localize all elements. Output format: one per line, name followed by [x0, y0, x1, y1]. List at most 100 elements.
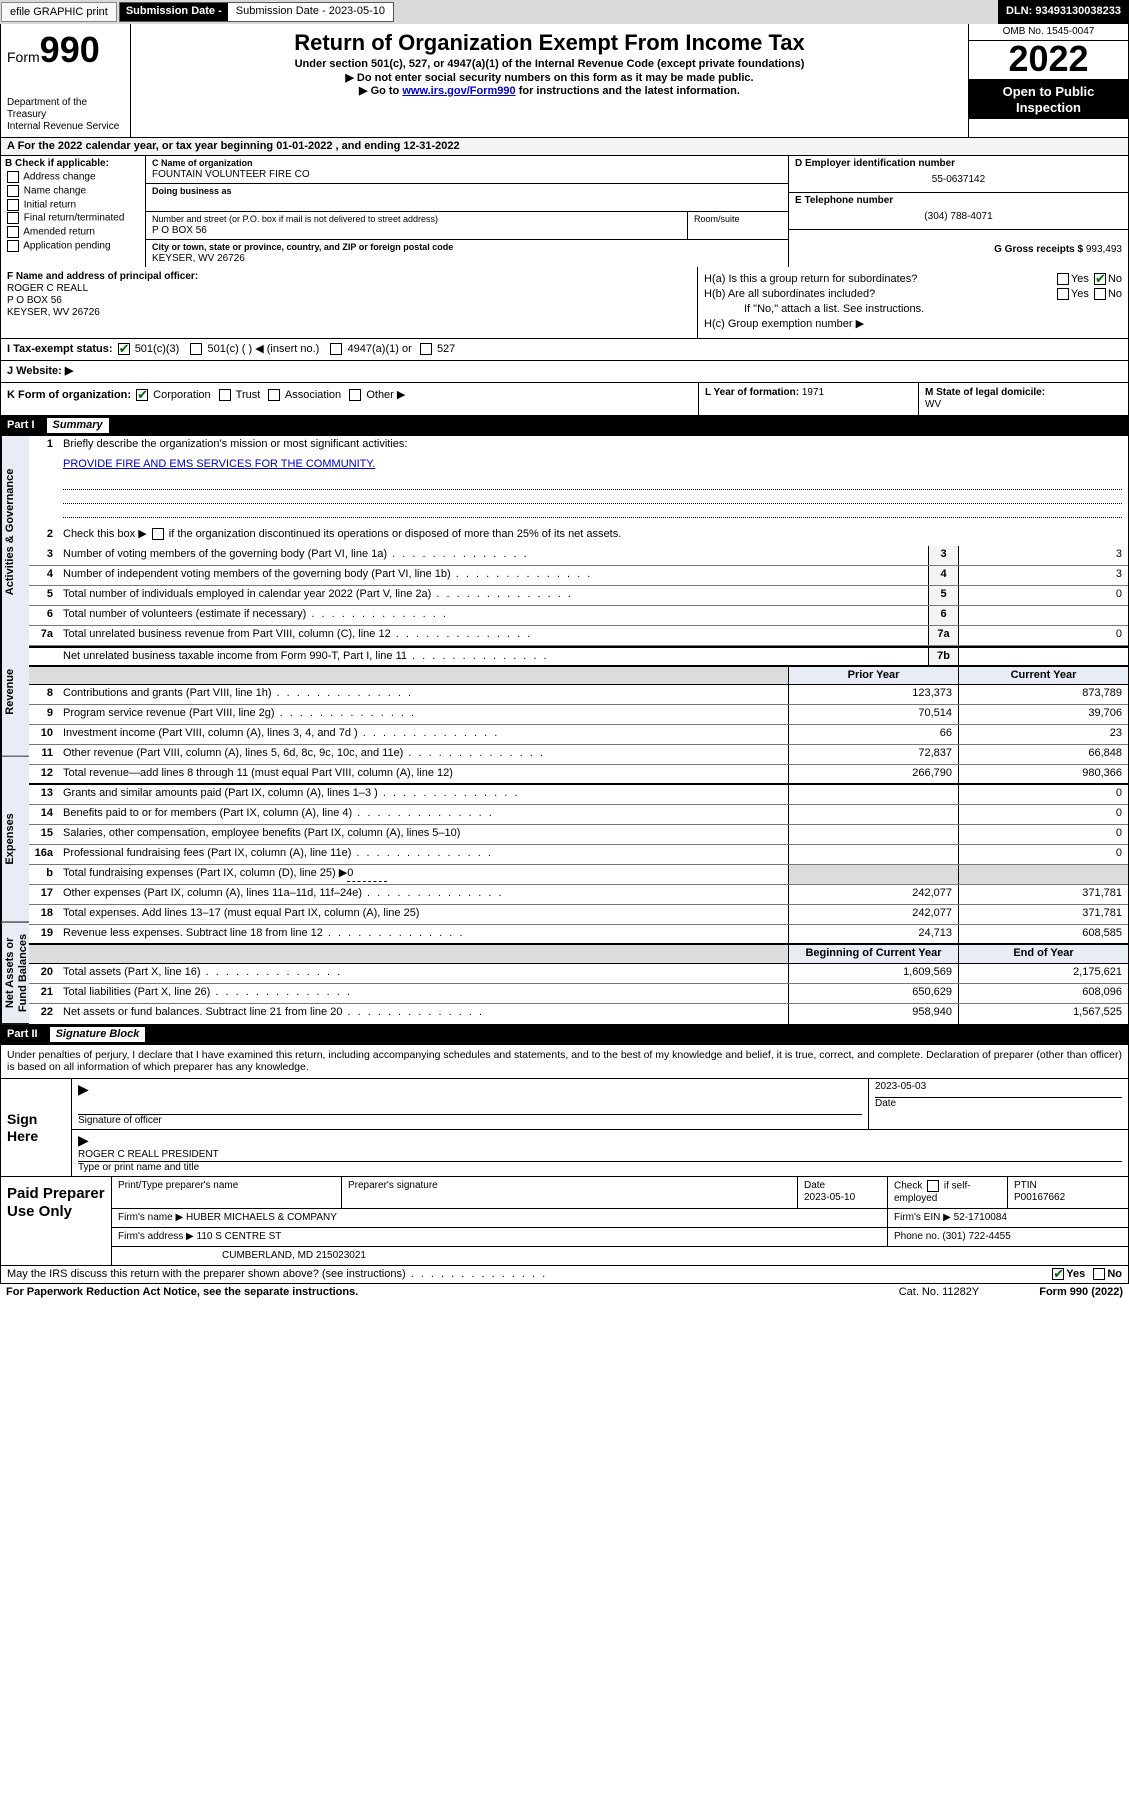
- city-value: KEYSER, WV 26726: [152, 253, 782, 265]
- firm-ein-label: Firm's EIN ▶: [894, 1212, 951, 1223]
- goto-prefix: Go to: [371, 85, 403, 97]
- part2-title: Signature Block: [50, 1027, 146, 1042]
- ha-yes-checkbox[interactable]: [1057, 273, 1069, 285]
- hb-yes-checkbox[interactable]: [1057, 288, 1069, 300]
- chk-corporation[interactable]: [136, 389, 148, 401]
- preparer-name-label: Print/Type preparer's name: [112, 1177, 342, 1208]
- line14-text: Benefits paid to or for members (Part IX…: [59, 805, 788, 824]
- line18-prior: 242,077: [788, 905, 958, 924]
- ptin-value: P00167662: [1014, 1192, 1065, 1203]
- firm-name-label: Firm's name ▶: [118, 1212, 183, 1223]
- header-subtitle-1: Under section 501(c), 527, or 4947(a)(1)…: [137, 58, 962, 71]
- line12-prior: 266,790: [788, 765, 958, 783]
- dept-treasury: Department of the Treasury: [7, 97, 124, 121]
- line8-prior: 123,373: [788, 685, 958, 704]
- city-label: City or town, state or province, country…: [152, 242, 782, 253]
- chk-501c3[interactable]: [118, 343, 130, 355]
- tax-status-row: I Tax-exempt status: 501(c)(3) 501(c) ( …: [0, 339, 1129, 361]
- line3-text: Number of voting members of the governin…: [59, 546, 928, 565]
- line7a-value: 0: [958, 626, 1128, 645]
- chk-amended-return[interactable]: Amended return: [5, 226, 141, 239]
- chk-4947[interactable]: [330, 343, 342, 355]
- ein-value: 55-0637142: [795, 170, 1122, 190]
- chk-association[interactable]: [268, 389, 280, 401]
- current-year-header: Current Year: [958, 667, 1128, 684]
- penalty-statement: Under penalties of perjury, I declare th…: [0, 1045, 1129, 1079]
- line7b-text: Net unrelated business taxable income fr…: [59, 648, 928, 665]
- officer-name: ROGER C REALL: [7, 283, 691, 295]
- irs-discuss-text: May the IRS discuss this return with the…: [7, 1268, 547, 1281]
- mission-text[interactable]: PROVIDE FIRE AND EMS SERVICES FOR THE CO…: [63, 458, 375, 470]
- chk-irs-no[interactable]: [1093, 1268, 1105, 1280]
- chk-name-change[interactable]: Name change: [5, 185, 141, 198]
- preparer-sig-label: Preparer's signature: [342, 1177, 798, 1208]
- mission-line-2: [63, 490, 1122, 504]
- line15-text: Salaries, other compensation, employee b…: [59, 825, 788, 844]
- officer-print-name: ROGER C REALL PRESIDENT: [78, 1149, 1122, 1161]
- line11-prior: 72,837: [788, 745, 958, 764]
- eoy-header: End of Year: [958, 945, 1128, 962]
- chk-address-change[interactable]: Address change: [5, 171, 141, 184]
- chk-application-pending[interactable]: Application pending: [5, 240, 141, 253]
- line22-prior: 958,940: [788, 1004, 958, 1024]
- line19-curr: 608,585: [958, 925, 1128, 943]
- street-value: P O BOX 56: [152, 225, 681, 237]
- form-footer: Form 990 (2022): [1039, 1286, 1123, 1299]
- chk-trust[interactable]: [219, 389, 231, 401]
- gross-receipts-value: 993,493: [1086, 244, 1122, 255]
- line16a-text: Professional fundraising fees (Part IX, …: [59, 845, 788, 864]
- chk-other[interactable]: [349, 389, 361, 401]
- ha-no-checkbox[interactable]: [1094, 273, 1106, 285]
- org-name: FOUNTAIN VOLUNTEER FIRE CO: [152, 169, 782, 181]
- chk-initial-return[interactable]: Initial return: [5, 199, 141, 212]
- form-title: Return of Organization Exempt From Incom…: [137, 30, 962, 56]
- header-subtitle-2: Do not enter social security numbers on …: [137, 72, 962, 85]
- line17-text: Other expenses (Part IX, column (A), lin…: [59, 885, 788, 904]
- ptin-label: PTIN: [1014, 1180, 1037, 1191]
- line14-curr: 0: [958, 805, 1128, 824]
- chk-final-return[interactable]: Final return/terminated: [5, 212, 141, 225]
- line15-prior: [788, 825, 958, 844]
- line16b-value: 0: [347, 867, 387, 881]
- form-org-row: K Form of organization: Corporation Trus…: [0, 383, 1129, 416]
- f-label: F Name and address of principal officer:: [7, 271, 691, 283]
- line5-value: 0: [958, 586, 1128, 605]
- chk-self-employed[interactable]: [927, 1180, 939, 1192]
- firm-addr1: 110 S CENTRE ST: [197, 1231, 282, 1242]
- line10-curr: 23: [958, 725, 1128, 744]
- state-domicile: WV: [925, 399, 941, 410]
- sign-here-label: Sign Here: [1, 1079, 71, 1176]
- chk-line2[interactable]: [152, 528, 164, 540]
- d-ein-label: D Employer identification number: [795, 158, 955, 169]
- line19-text: Revenue less expenses. Subtract line 18 …: [59, 925, 788, 943]
- officer-print-label: Type or print name and title: [78, 1161, 1122, 1174]
- sig-date-value: 2023-05-03: [875, 1081, 1122, 1097]
- footer-line: For Paperwork Reduction Act Notice, see …: [0, 1284, 1129, 1301]
- chk-irs-yes[interactable]: [1052, 1268, 1064, 1280]
- efile-print-button[interactable]: efile GRAPHIC print: [1, 2, 117, 22]
- paid-preparer-block: Paid Preparer Use Only Print/Type prepar…: [0, 1177, 1129, 1266]
- line8-text: Contributions and grants (Part VIII, lin…: [59, 685, 788, 704]
- street-label: Number and street (or P.O. box if mail i…: [152, 214, 681, 225]
- line17-curr: 371,781: [958, 885, 1128, 904]
- submission-date-label: Submission Date -: [120, 3, 228, 20]
- line21-prior: 650,629: [788, 984, 958, 1003]
- side-activities: Activities & Governance: [1, 436, 29, 628]
- b-label: B Check if applicable:: [5, 158, 141, 170]
- chk-501c[interactable]: [190, 343, 202, 355]
- chk-527[interactable]: [420, 343, 432, 355]
- mission-line-1: [63, 476, 1122, 490]
- hb-no-checkbox[interactable]: [1094, 288, 1106, 300]
- line18-text: Total expenses. Add lines 13–17 (must eq…: [59, 905, 788, 924]
- boy-header: Beginning of Current Year: [788, 945, 958, 962]
- instructions-link[interactable]: www.irs.gov/Form990: [402, 85, 515, 97]
- self-employed-cell: Check if self-employed: [888, 1177, 1008, 1208]
- line6-text: Total number of volunteers (estimate if …: [59, 606, 928, 625]
- line22-text: Net assets or fund balances. Subtract li…: [59, 1004, 788, 1024]
- part1-number: Part I: [7, 419, 35, 432]
- line4-value: 3: [958, 566, 1128, 585]
- line2-text: Check this box ▶ if the organization dis…: [59, 526, 1128, 546]
- firm-addr2: CUMBERLAND, MD 215023021: [112, 1247, 1128, 1265]
- officer-addr2: KEYSER, WV 26726: [7, 307, 691, 319]
- line16a-prior: [788, 845, 958, 864]
